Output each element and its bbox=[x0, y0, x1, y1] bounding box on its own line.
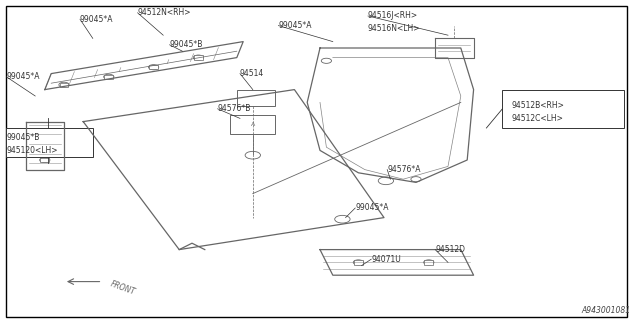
Bar bbox=[424, 260, 433, 265]
Text: 99045*A: 99045*A bbox=[80, 15, 113, 24]
Text: 99045*A: 99045*A bbox=[355, 204, 388, 212]
Bar bbox=[6, 128, 93, 157]
Bar bbox=[149, 65, 158, 69]
Text: 94512C<LH>: 94512C<LH> bbox=[512, 114, 564, 123]
Text: 94516N<LH>: 94516N<LH> bbox=[368, 24, 420, 33]
Bar bbox=[354, 260, 363, 265]
Text: 99045*A: 99045*A bbox=[278, 21, 312, 30]
Text: 94512N<RH>: 94512N<RH> bbox=[138, 8, 191, 17]
Text: 99045*B: 99045*B bbox=[6, 133, 40, 142]
Text: 94514: 94514 bbox=[240, 69, 264, 78]
Bar bbox=[40, 135, 49, 140]
Bar bbox=[40, 158, 49, 162]
Text: A943001081: A943001081 bbox=[581, 306, 630, 315]
Text: 99045*B: 99045*B bbox=[170, 40, 203, 49]
Text: A: A bbox=[251, 122, 255, 127]
Text: 945120<LH>: 945120<LH> bbox=[6, 146, 58, 155]
Text: 94071U: 94071U bbox=[371, 255, 401, 264]
Text: 94516J<RH>: 94516J<RH> bbox=[368, 12, 418, 20]
Text: FRONT: FRONT bbox=[109, 279, 136, 297]
Text: 99045*A: 99045*A bbox=[6, 72, 40, 81]
Bar bbox=[230, 115, 275, 134]
Text: 94512B<RH>: 94512B<RH> bbox=[512, 101, 565, 110]
Bar bbox=[194, 55, 203, 60]
Bar bbox=[502, 90, 624, 128]
Text: 94512D: 94512D bbox=[435, 245, 465, 254]
Bar bbox=[104, 75, 113, 79]
Bar bbox=[237, 90, 275, 106]
Bar bbox=[60, 83, 68, 87]
Text: 94576*B: 94576*B bbox=[218, 104, 251, 113]
Text: 94576*A: 94576*A bbox=[387, 165, 420, 174]
